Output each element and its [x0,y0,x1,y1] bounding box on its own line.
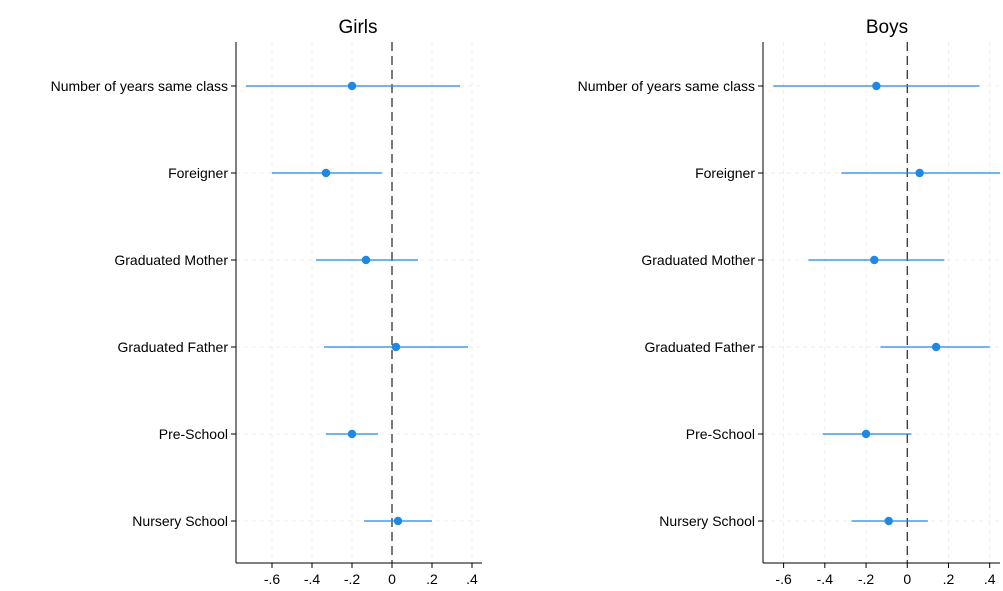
x-tick-label: -.6 [264,571,281,587]
point-estimate [361,255,371,265]
x-tick-label: .4 [466,571,478,587]
x-tick-label: .4 [984,571,996,587]
category-label: Pre-School [686,426,755,442]
category-label: Foreigner [695,165,755,181]
panel-title-girls: Girls [338,17,377,38]
x-tick-label: 0 [903,571,911,587]
x-tick-label: .2 [943,571,955,587]
point-estimate [347,81,357,91]
panel-boys: Boys Number of years same class Foreigner G… [578,17,1000,587]
category-label: Number of years same class [51,78,228,94]
x-tick-label: -.2 [344,571,361,587]
category-label: Graduated Mother [641,252,755,268]
category-label: Graduated Father [644,339,755,355]
category-label: Foreigner [168,165,228,181]
panel-girls: Girls Number of years same class Foreigner… [51,17,482,587]
point-estimate [861,429,871,439]
category-label: Number of years same class [578,78,755,94]
point-estimate [872,81,881,91]
point-estimate [870,255,879,265]
category-label: Nursery School [659,513,755,529]
category-label: Pre-School [159,426,228,442]
point-estimate [393,516,403,526]
point-estimate [915,168,924,178]
x-tick-label: -.2 [858,571,875,587]
point-estimate [347,429,357,439]
x-tick-label: -.4 [817,571,834,587]
x-tick-label: -.6 [775,571,792,587]
panel-title-boys: Boys [866,17,908,38]
category-label: Graduated Mother [114,252,228,268]
point-estimate [391,342,401,352]
category-label: Graduated Father [117,339,228,355]
x-tick-label: 0 [388,571,396,587]
point-estimate [931,342,941,352]
x-tick-label: .2 [426,571,438,587]
point-estimate [321,168,331,178]
point-estimate [884,516,893,526]
category-label: Nursery School [132,513,228,529]
x-tick-label: -.4 [304,571,321,587]
